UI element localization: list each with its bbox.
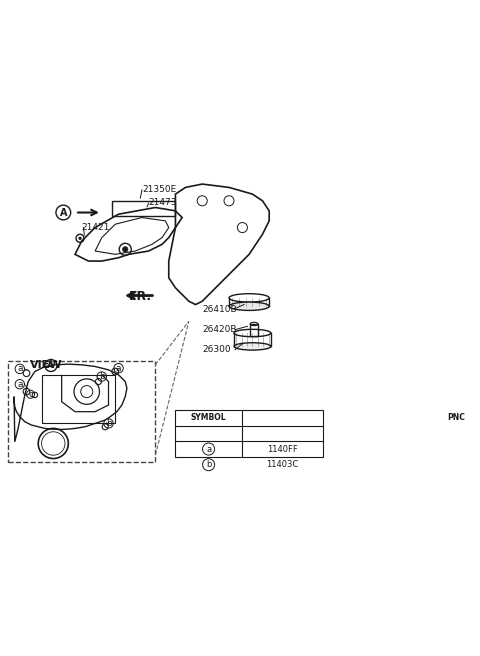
Text: 1140FF: 1140FF — [267, 445, 298, 453]
Bar — [250, 324, 258, 336]
Text: PNC: PNC — [447, 413, 465, 422]
Text: 21473: 21473 — [149, 198, 177, 207]
Text: a: a — [116, 363, 121, 373]
Text: a: a — [17, 364, 23, 373]
Text: SYMBOL: SYMBOL — [191, 413, 227, 422]
Text: FR.: FR. — [129, 290, 152, 302]
Circle shape — [78, 237, 82, 240]
Circle shape — [122, 247, 128, 252]
Text: 26300: 26300 — [202, 345, 231, 354]
Text: A: A — [60, 207, 67, 218]
Text: a: a — [206, 445, 211, 453]
Text: 11403C: 11403C — [266, 461, 299, 469]
Ellipse shape — [234, 342, 271, 350]
Text: VIEW: VIEW — [30, 361, 62, 371]
Bar — [176, 410, 323, 457]
Text: c: c — [28, 390, 33, 399]
Text: 26410B: 26410B — [202, 305, 237, 314]
Text: b: b — [99, 372, 105, 381]
Text: a: a — [17, 380, 23, 389]
Text: A: A — [48, 361, 54, 370]
Text: 21421: 21421 — [82, 223, 110, 232]
Text: b: b — [106, 419, 111, 428]
Ellipse shape — [229, 302, 269, 310]
Text: 21350E: 21350E — [142, 184, 176, 194]
Text: b: b — [206, 461, 211, 469]
Text: 26420B: 26420B — [202, 325, 237, 334]
